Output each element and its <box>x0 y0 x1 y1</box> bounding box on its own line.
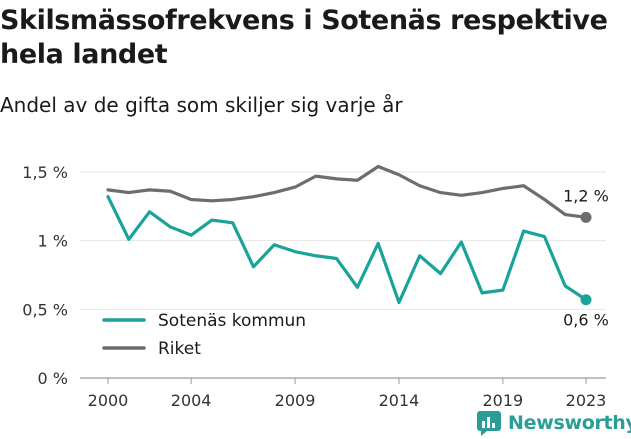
grid-lines <box>80 171 606 379</box>
series-end-markers: 0,6 % 1,2 % <box>563 186 609 329</box>
newsworthy-brand: Newsworthy <box>476 408 631 438</box>
y-tick-label: 0,5 % <box>22 300 68 319</box>
brand-name: Newsworthy <box>508 412 631 434</box>
series-end-point <box>580 211 592 223</box>
x-tick-label: 2009 <box>275 391 316 410</box>
series-end-label: 1,2 % <box>563 186 609 205</box>
chart-title: Skilsmässofrekvens i Sotenäs respektive … <box>0 5 608 70</box>
series-end-point <box>580 294 592 306</box>
legend-label: Riket <box>158 339 201 359</box>
x-tick-label: 2004 <box>171 391 212 410</box>
x-tick-label: 2019 <box>483 391 524 410</box>
series-line <box>106 195 588 305</box>
series-lines <box>106 164 588 305</box>
y-tick-label: 1,5 % <box>22 163 68 182</box>
y-axis-ticks: 0 % 0,5 % 1 % 1,5 % <box>22 163 68 388</box>
y-tick-label: 1 % <box>38 232 68 251</box>
chart-subtitle: Andel av de gifta som skiljer sig varje … <box>0 93 403 117</box>
series-line <box>106 164 588 219</box>
x-tick-label: 2014 <box>379 391 420 410</box>
newsworthy-logo-icon <box>477 411 501 436</box>
series-end-label: 0,6 % <box>563 311 609 330</box>
x-tick-label: 2023 <box>566 391 607 410</box>
x-axis-ticks: 2000 2004 2009 2014 2019 2023 <box>88 378 607 410</box>
legend-label: Sotenäs kommun <box>158 311 306 331</box>
y-tick-label: 0 % <box>38 369 68 388</box>
legend: Sotenäs kommun Riket <box>102 311 306 359</box>
x-tick-label: 2000 <box>88 391 129 410</box>
